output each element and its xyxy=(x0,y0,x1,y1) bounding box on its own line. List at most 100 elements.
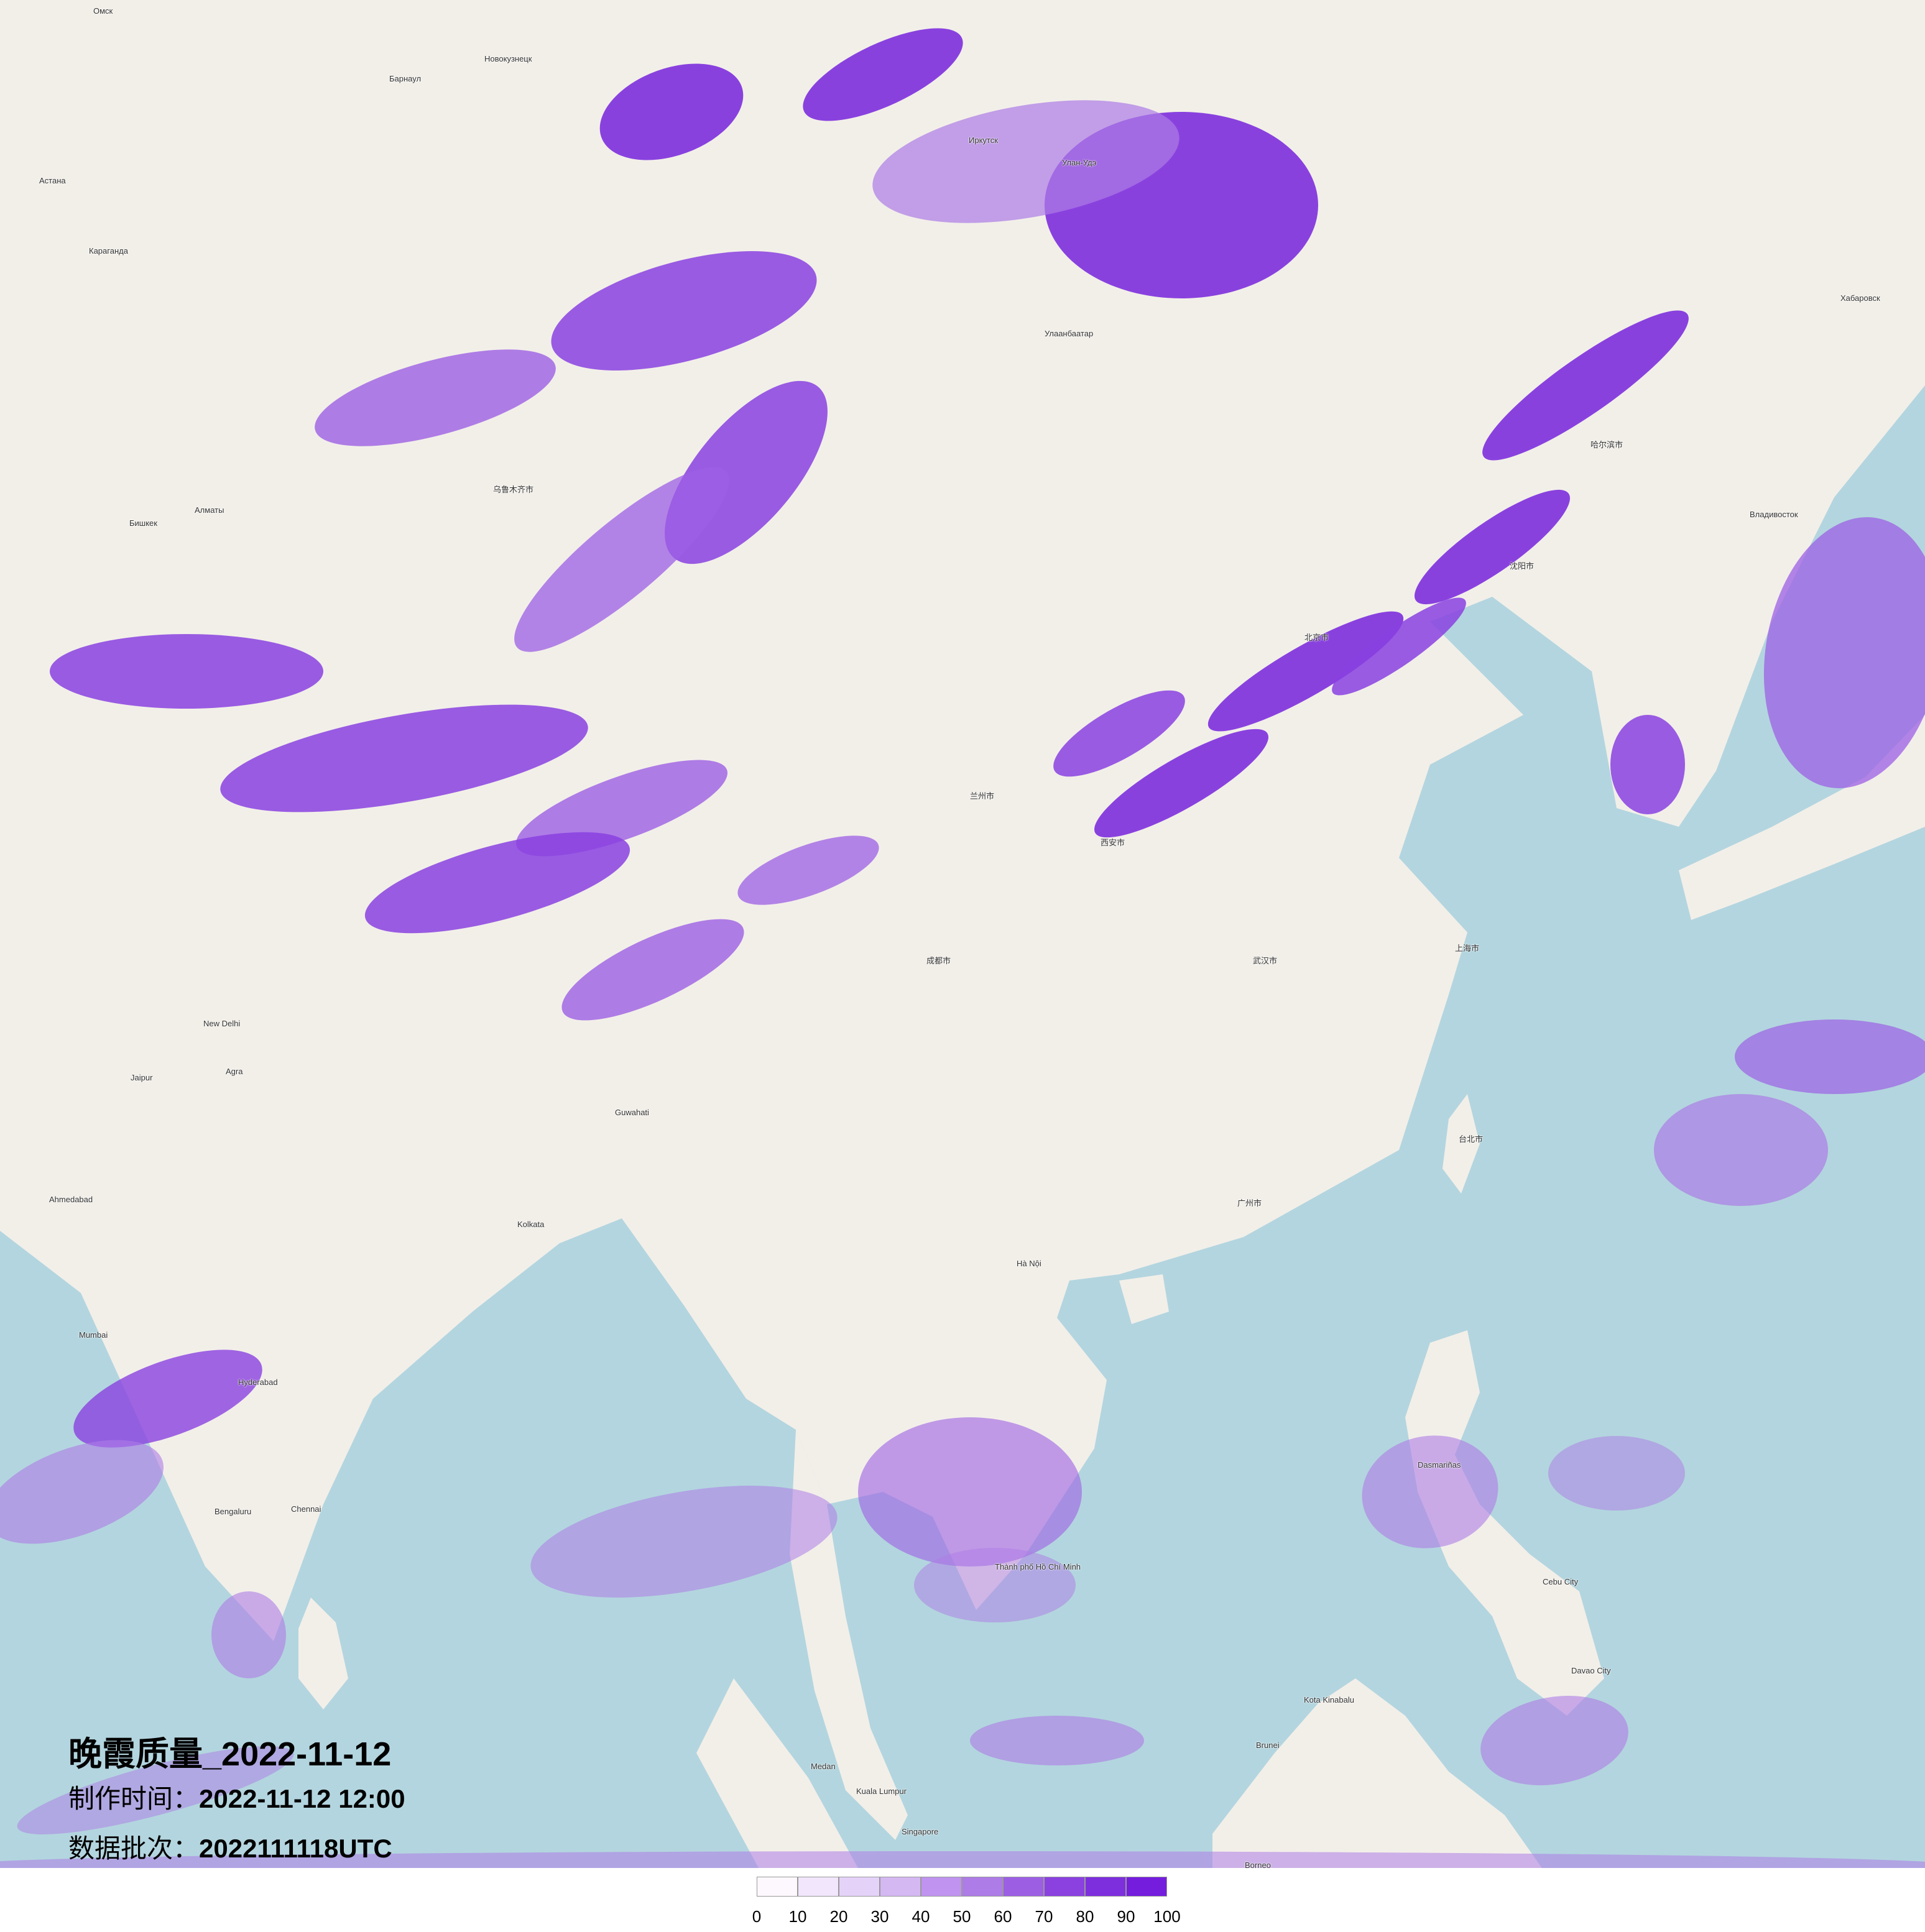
data-batch: 数据批次：2022111118UTC xyxy=(68,1824,405,1874)
production-time-label: 制作时间： xyxy=(68,1784,200,1813)
data-batch-value: 2022111118UTC xyxy=(199,1834,392,1863)
sunset-quality-patch xyxy=(1332,597,1466,696)
sunset-quality-patch xyxy=(1415,489,1570,605)
sunset-quality-patch xyxy=(0,1851,1925,1868)
sunset-quality-patch xyxy=(1735,1019,1925,1094)
sunset-quality-patch xyxy=(858,1417,1082,1566)
place-label: 武汉市 xyxy=(1253,956,1278,965)
sri-lanka xyxy=(298,1598,348,1709)
sunset-quality-patch xyxy=(73,1350,262,1448)
place-label: Hyderabad xyxy=(238,1378,278,1387)
place-label: 沈阳市 xyxy=(1510,561,1535,571)
production-time-value: 2022-11-12 12:00 xyxy=(199,1784,405,1813)
sunset-quality-patch xyxy=(872,100,1179,223)
legend-swatch xyxy=(962,1877,1003,1897)
sunset-quality-patch xyxy=(211,1591,286,1678)
place-label: Бишкек xyxy=(129,518,157,528)
place-label: Cebu City xyxy=(1543,1577,1579,1586)
legend-tick-label: 20 xyxy=(829,1907,848,1926)
legend-swatch xyxy=(839,1877,880,1897)
legend-tick-label: 60 xyxy=(994,1907,1012,1926)
sunset-quality-patch xyxy=(514,467,729,652)
color-legend xyxy=(757,1877,1167,1897)
legend-swatch xyxy=(1085,1877,1126,1897)
sumatra xyxy=(696,1678,858,1868)
place-label: Bengaluru xyxy=(215,1507,252,1516)
sunset-quality-patch xyxy=(50,634,323,709)
legend-swatch xyxy=(757,1877,798,1897)
place-label: Улаанбаатар xyxy=(1045,329,1094,338)
sunset-quality-patch xyxy=(737,835,879,905)
legend-tick-label: 100 xyxy=(1153,1907,1181,1926)
legend-tick-label: 90 xyxy=(1117,1907,1135,1926)
place-label: Kolkata xyxy=(517,1220,545,1229)
place-label: Agra xyxy=(226,1067,243,1076)
place-label: Владивосток xyxy=(1750,510,1798,519)
sunset-quality-patch xyxy=(914,1548,1076,1622)
place-label: Иркутск xyxy=(969,136,998,145)
place-label: 乌鲁木齐市 xyxy=(493,485,534,494)
place-label: Singapore xyxy=(902,1827,939,1836)
place-label: Улан-Удэ xyxy=(1062,158,1097,167)
place-label: Барнаул xyxy=(389,74,422,83)
legend-tick-label: 70 xyxy=(1035,1907,1053,1926)
title-block: 晚霞质量_2022-11-12 制作时间：2022-11-12 12:00 数据… xyxy=(68,1734,405,1874)
hainan xyxy=(1119,1274,1169,1324)
sunset-quality-patch xyxy=(551,251,817,370)
sunset-quality-patch xyxy=(1610,715,1685,814)
sunset-quality-patch xyxy=(1654,1094,1828,1206)
place-label: 成都市 xyxy=(926,956,951,965)
place-label: Mumbai xyxy=(79,1330,108,1340)
data-batch-label: 数据批次： xyxy=(68,1834,200,1863)
legend-swatch xyxy=(1126,1877,1167,1897)
place-label: Guwahati xyxy=(615,1108,649,1117)
sunset-quality-patch xyxy=(1480,1695,1628,1786)
sunset-quality-patch xyxy=(1482,310,1689,461)
place-label: Borneo xyxy=(1245,1861,1271,1870)
sunset-quality-patch xyxy=(0,1440,164,1544)
map-canvas xyxy=(0,0,1925,1868)
place-label: 上海市 xyxy=(1455,944,1480,953)
place-label: Chennai xyxy=(291,1504,321,1514)
map-title: 晚霞质量_2022-11-12 xyxy=(68,1736,392,1773)
place-label: Хабаровск xyxy=(1840,293,1880,303)
legend-tick-labels: 0 10 20 30 40 50 60 70 80 90 100 xyxy=(752,1907,1181,1932)
legend-swatch xyxy=(880,1877,921,1897)
sunset-quality-patch xyxy=(1094,729,1268,838)
place-label: 北京市 xyxy=(1304,633,1329,642)
sunset-quality-patch xyxy=(599,63,744,160)
place-label: New Delhi xyxy=(203,1019,241,1028)
sunset-quality-patch xyxy=(1053,690,1185,777)
production-time: 制作时间：2022-11-12 12:00 xyxy=(68,1774,405,1824)
place-label: 兰州市 xyxy=(970,791,995,801)
legend-tick-label: 50 xyxy=(953,1907,971,1926)
legend-tick-label: 80 xyxy=(1076,1907,1094,1926)
place-label: 台北市 xyxy=(1459,1134,1484,1144)
legend-swatch xyxy=(1003,1877,1044,1897)
place-label: Medan xyxy=(811,1762,836,1771)
place-label: Kuala Lumpur xyxy=(856,1787,907,1796)
place-label: Новокузнецк xyxy=(484,54,532,63)
taiwan xyxy=(1443,1094,1480,1194)
place-label: Jaipur xyxy=(131,1073,153,1082)
place-label: 哈尔滨市 xyxy=(1590,440,1623,449)
legend-tick-label: 10 xyxy=(788,1907,807,1926)
place-label: Астана xyxy=(39,176,66,185)
sunset-quality-patch xyxy=(561,919,744,1021)
borneo xyxy=(1212,1678,1542,1868)
sunset-quality-patch xyxy=(803,28,963,121)
place-label: Hà Nội xyxy=(1017,1259,1041,1268)
sunset-quality-patch xyxy=(515,760,728,857)
place-label: Davao City xyxy=(1571,1666,1611,1675)
place-label: Thành phố Hồ Chí Minh xyxy=(995,1562,1081,1571)
sunset-quality-patch xyxy=(970,1716,1144,1765)
legend-swatch xyxy=(921,1877,962,1897)
place-label: 广州市 xyxy=(1237,1198,1262,1208)
sunset-quality-patch xyxy=(364,832,630,934)
sunset-quality-patch xyxy=(1763,517,1925,789)
sunset-quality-patch xyxy=(1548,1436,1685,1511)
sunset-quality-patch xyxy=(1362,1435,1498,1548)
place-label: Ahmedabad xyxy=(49,1195,93,1204)
philippines xyxy=(1405,1330,1604,1716)
